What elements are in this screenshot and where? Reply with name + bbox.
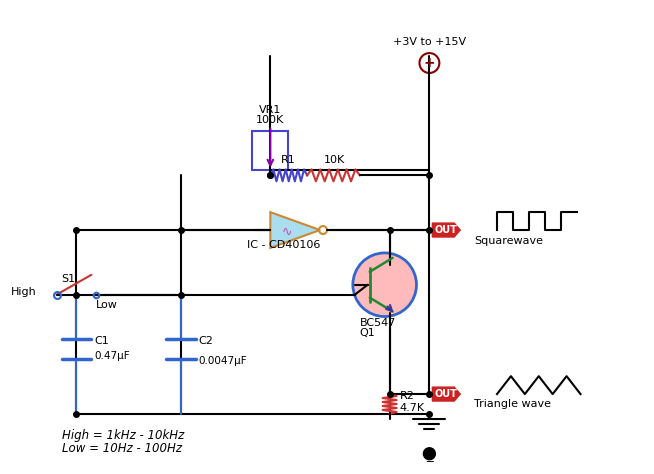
Text: ─: ─ [426, 456, 433, 465]
Text: VR1: VR1 [259, 105, 281, 115]
Circle shape [423, 448, 436, 460]
Text: OUT: OUT [435, 389, 458, 399]
Text: ∿: ∿ [282, 226, 292, 238]
Text: C1: C1 [94, 337, 109, 346]
Polygon shape [432, 223, 460, 237]
Text: Low = 10Hz - 100Hz: Low = 10Hz - 100Hz [61, 442, 182, 455]
Polygon shape [432, 387, 460, 401]
Text: 100K: 100K [256, 115, 284, 125]
Text: Q1: Q1 [360, 328, 375, 338]
Text: Triangle wave: Triangle wave [474, 399, 551, 409]
Text: +: + [424, 56, 435, 70]
Polygon shape [270, 212, 320, 248]
Circle shape [353, 253, 417, 317]
Text: C2: C2 [199, 337, 214, 346]
Text: R2: R2 [400, 391, 415, 401]
Text: High = 1kHz - 10kHz: High = 1kHz - 10kHz [61, 429, 184, 442]
Text: 4.7K: 4.7K [400, 403, 424, 413]
Text: 0.0047μF: 0.0047μF [199, 356, 247, 366]
Text: 0.47μF: 0.47μF [94, 351, 130, 361]
Text: OUT: OUT [435, 225, 458, 235]
Text: Squarewave: Squarewave [474, 236, 543, 246]
Text: IC - CD40106: IC - CD40106 [247, 240, 320, 250]
Text: Low: Low [96, 300, 118, 310]
Text: +3V to +15V: +3V to +15V [393, 37, 466, 47]
Text: R1: R1 [281, 155, 296, 165]
Text: BC547: BC547 [360, 319, 396, 328]
Text: High: High [11, 287, 37, 297]
Text: S1: S1 [61, 274, 76, 284]
FancyBboxPatch shape [252, 131, 288, 170]
Text: 10K: 10K [324, 155, 345, 165]
